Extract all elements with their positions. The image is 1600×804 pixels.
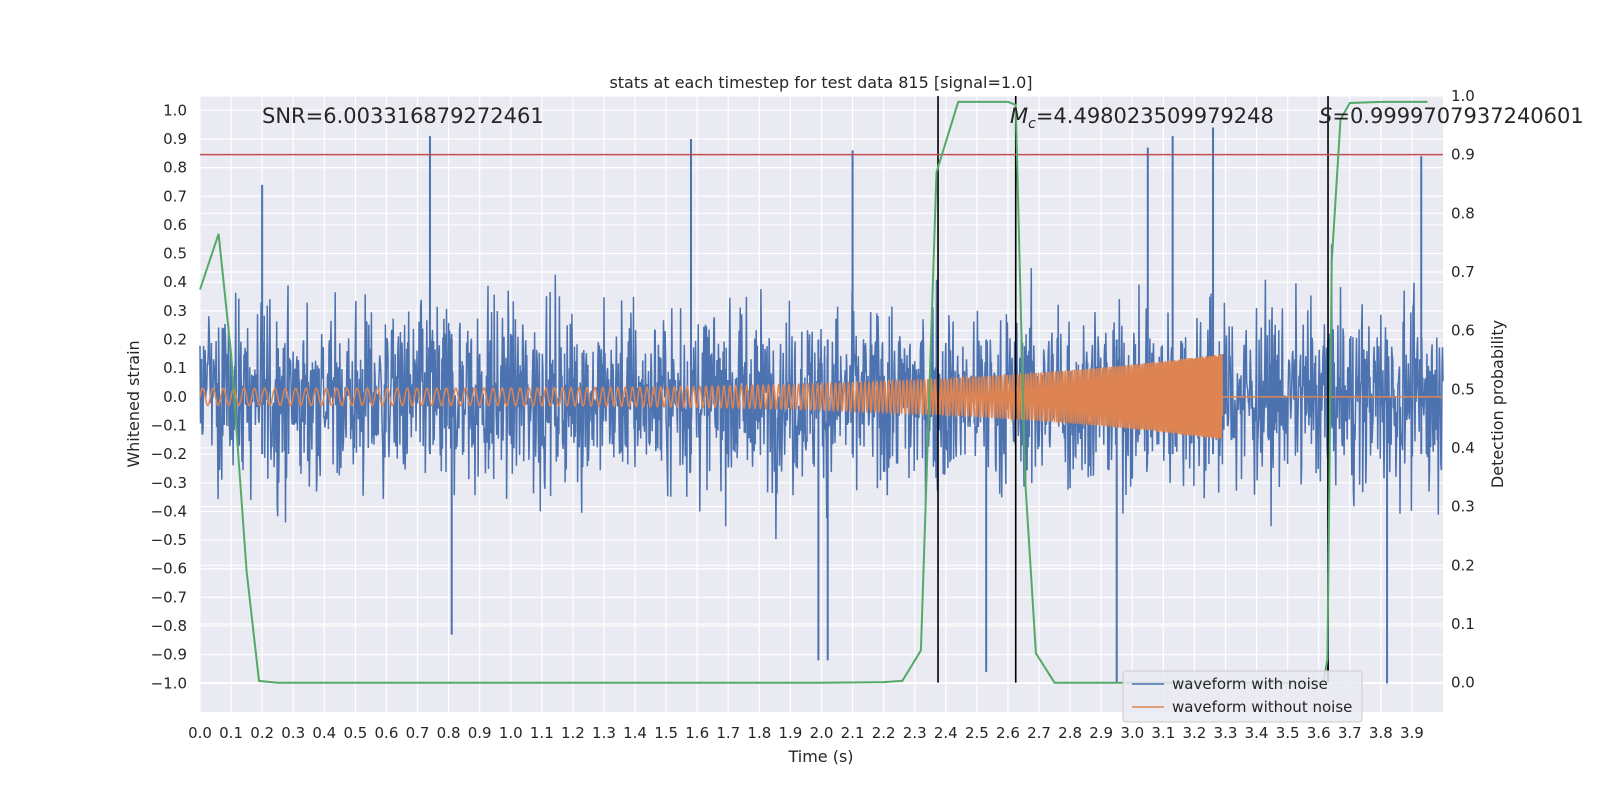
y-left-tick-label: 0.1 [163,359,187,377]
y-right-tick-label: 0.4 [1451,439,1475,457]
y-left-tick-label: −0.8 [151,617,187,635]
x-tick-label: 2.3 [903,724,927,742]
legend-label-noisy: waveform with noise [1172,675,1328,693]
x-tick-label: 0.3 [281,724,305,742]
x-tick-label: 1.4 [623,724,647,742]
x-tick-label: 0.9 [468,724,492,742]
y-left-tick-label: 0.4 [163,273,187,291]
chirp-mass-value: =4.498023509979248 [1036,104,1274,128]
chirp-mass-symbol: M [1010,104,1028,128]
x-tick-label: 3.8 [1369,724,1393,742]
y-left-tick-label: 0.8 [163,159,187,177]
x-tick-label: 3.3 [1214,724,1238,742]
score-symbol: S [1319,104,1332,128]
x-tick-label: 2.4 [934,724,958,742]
y-left-tick-label: −0.7 [151,588,187,606]
y-left-tick-label: −0.6 [151,560,187,578]
x-tick-label: 1.9 [778,724,802,742]
x-tick-label: 1.1 [530,724,554,742]
y-right-tick-label: 0.6 [1451,322,1475,340]
x-tick-label: 0.2 [250,724,274,742]
y-right-tick-label: 0.7 [1451,263,1475,281]
y-right-tick-labels: 1.0 0.9 0.8 0.7 0.6 0.5 0.4 0.3 0.2 0.1 0.0 [1451,87,1475,692]
x-tick-label: 3.6 [1307,724,1331,742]
x-tick-label: 1.5 [654,724,678,742]
snr-annotation: SNR=6.003316879272461 [262,104,544,128]
y-left-tick-label: −0.3 [151,474,187,492]
score-value: =0.9999707937240601 [1332,104,1583,128]
y-right-tick-label: 0.3 [1451,498,1475,516]
x-tick-label: 0.4 [312,724,336,742]
legend-label-clean: waveform without noise [1172,698,1352,716]
x-tick-label: 3.4 [1245,724,1269,742]
y-left-tick-label: 0.9 [163,130,187,148]
y-left-tick-label: 0.7 [163,187,187,205]
y-left-tick-label: −0.5 [151,531,187,549]
x-tick-label: 1.0 [499,724,523,742]
legend-box [1122,670,1363,723]
x-tick-label: 3.1 [1151,724,1175,742]
x-tick-label: 2.7 [1027,724,1051,742]
x-tick-label: 3.5 [1276,724,1300,742]
x-tick-label: 3.0 [1120,724,1144,742]
y-right-tick-label: 0.1 [1451,615,1475,633]
x-tick-label: 2.0 [810,724,834,742]
y-left-tick-label: 0.2 [163,331,187,349]
y-right-tick-label: 1.0 [1451,87,1475,105]
x-tick-label: 1.6 [685,724,709,742]
y-right-tick-label: 0.2 [1451,556,1475,574]
y-left-tick-label: −0.1 [151,416,187,434]
x-tick-label: 2.6 [996,724,1020,742]
clean-waveform-line [199,353,1443,440]
y-right-tick-label: 0.9 [1451,146,1475,164]
chirp-mass-subscript: c [1028,116,1036,132]
x-tick-label: 1.8 [747,724,771,742]
y-axis-label-right: Detection probability [1488,320,1507,488]
y-left-tick-label: −0.9 [151,646,187,664]
y-right-tick-label: 0.8 [1451,204,1475,222]
x-tick-label: 2.2 [872,724,896,742]
chirp-mass-annotation: Mc=4.498023509979248 [1010,104,1274,132]
y-left-tick-label: 0.3 [163,302,187,320]
x-tick-label: 2.9 [1089,724,1113,742]
y-left-tick-label: 0.6 [163,216,187,234]
y-left-tick-label: 1.0 [163,101,187,119]
x-tick-label: 0.1 [219,724,243,742]
x-tick-label: 0.8 [437,724,461,742]
legend: waveform with noise waveform without noi… [1122,670,1363,723]
x-tick-label: 3.9 [1400,724,1424,742]
y-left-tick-label: 0.0 [163,388,187,406]
x-tick-label: 1.3 [592,724,616,742]
score-annotation: S=0.9999707937240601 [1319,104,1584,128]
y-left-tick-label: −1.0 [151,674,187,692]
x-tick-labels: 0.0 0.1 0.2 0.3 0.4 0.5 0.6 0.7 0.8 0.9 1.0 1.1 1.2 1… [188,724,1424,742]
detection-probability-layer [199,100,1428,684]
x-tick-label: 1.2 [561,724,585,742]
detection-probability-line [199,100,1428,684]
y-axis-label-left: Whitened strain [124,340,143,467]
x-tick-label: 3.7 [1338,724,1362,742]
y-left-tick-label: −0.2 [151,445,187,463]
y-right-tick-label: 0.0 [1451,674,1475,692]
y-left-tick-labels: 1.0 0.9 0.8 0.7 0.6 0.5 0.4 0.3 0.2 0.1 0.0 −0.1 −0.… [151,101,187,692]
y-left-tick-label: −0.4 [151,502,187,520]
chart-title: stats at each timestep for test data 815… [609,73,1032,92]
clean-waveform-layer [199,353,1443,440]
x-tick-label: 1.7 [716,724,740,742]
x-tick-label: 2.8 [1058,724,1082,742]
x-tick-label: 3.2 [1182,724,1206,742]
noisy-waveform-layer [199,244,1444,540]
x-tick-label: 2.1 [841,724,865,742]
x-tick-label: 2.5 [965,724,989,742]
x-tick-label: 0.7 [406,724,430,742]
y-left-tick-label: 0.5 [163,245,187,263]
noisy-waveform-line [199,244,1444,540]
x-tick-label: 0.6 [375,724,399,742]
x-tick-label: 0.5 [343,724,367,742]
y-right-tick-label: 0.5 [1451,380,1475,398]
x-axis-label: Time (s) [787,747,853,766]
x-tick-label: 0.0 [188,724,212,742]
